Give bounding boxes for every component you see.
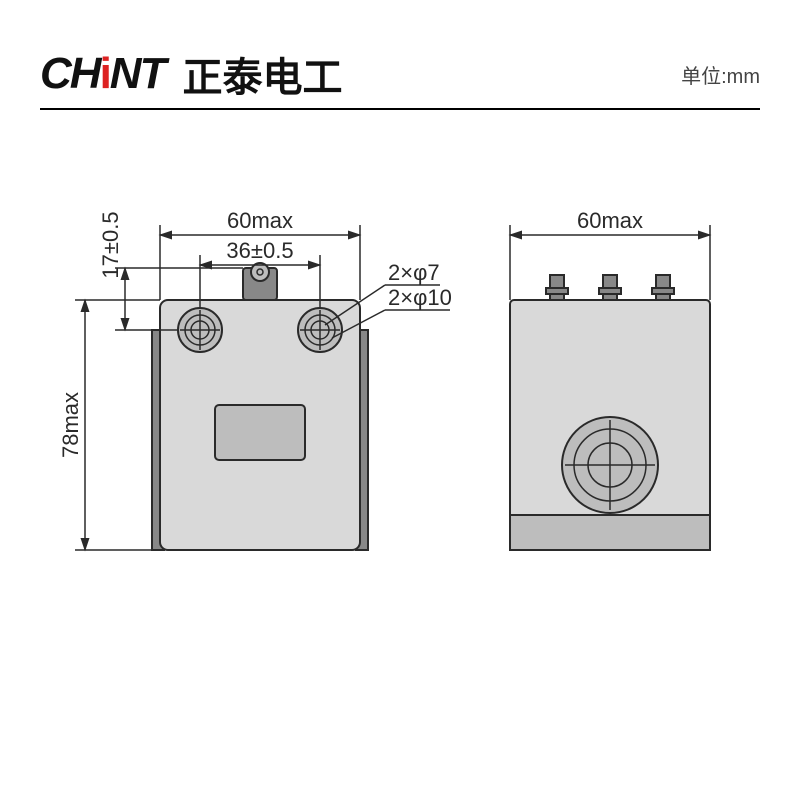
front-view: 60max 36±0.5 17±0.5 78max 2×φ7 2×φ10 — [58, 208, 452, 550]
technical-drawing: 60max 36±0.5 17±0.5 78max 2×φ7 2×φ10 — [40, 180, 760, 680]
dim-60max-front: 60max — [227, 208, 293, 233]
note-2x10: 2×φ10 — [388, 285, 452, 310]
logo: CHiNT 正泰电工 — [40, 45, 342, 103]
side-base — [510, 515, 710, 550]
unit-label: 单位:mm — [681, 60, 760, 89]
header: CHiNT 正泰电工 单位:mm — [40, 40, 760, 110]
dim-60max-side: 60max — [577, 208, 643, 233]
side-view: 60max — [510, 208, 710, 550]
dim-36: 36±0.5 — [226, 238, 293, 263]
logo-post: NT — [110, 49, 165, 98]
terminals — [546, 275, 674, 300]
logo-i: i — [100, 49, 110, 98]
note-2x7: 2×φ7 — [388, 260, 440, 285]
logo-pre: CH — [40, 49, 100, 98]
dim-17: 17±0.5 — [98, 211, 123, 278]
logo-latin: CHiNT — [40, 49, 164, 99]
logo-cn: 正泰电工 — [182, 45, 342, 103]
front-panel — [215, 405, 305, 460]
dim-78max: 78max — [58, 392, 83, 458]
